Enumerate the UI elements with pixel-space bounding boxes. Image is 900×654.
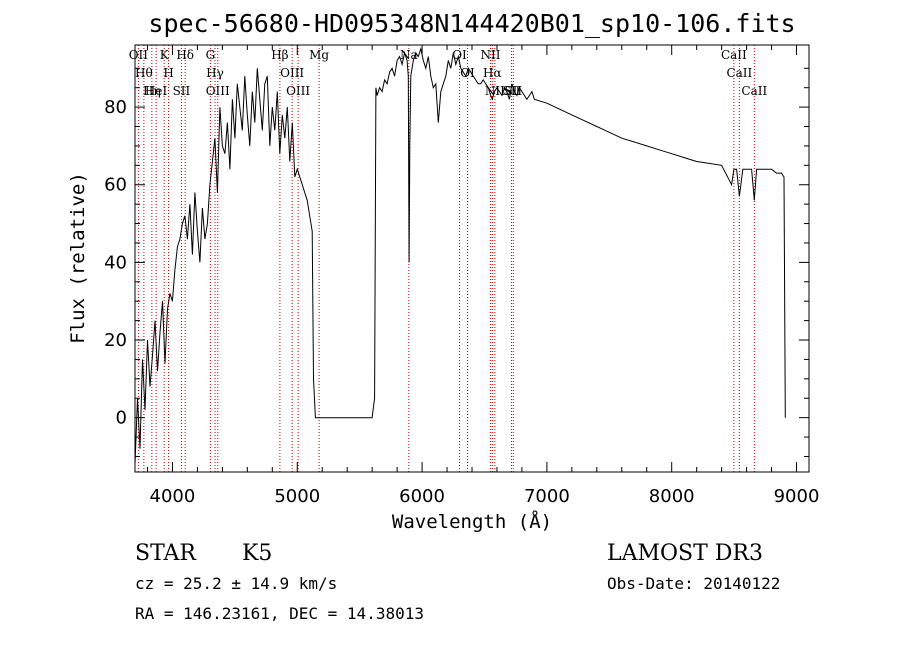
line-marker-label: OI bbox=[460, 66, 475, 80]
line-marker-label: SII bbox=[504, 84, 522, 98]
line-marker-label: OI bbox=[452, 48, 467, 62]
y-tick-label: 80 bbox=[104, 97, 127, 118]
line-marker-label: SII bbox=[173, 84, 191, 98]
x-tick-label: 9000 bbox=[774, 486, 820, 507]
survey-name: LAMOST DR3 bbox=[607, 541, 763, 566]
line-marker-label: OIII bbox=[206, 84, 230, 98]
y-tick-label: 60 bbox=[104, 175, 127, 196]
line-marker-label: CaII bbox=[726, 66, 752, 80]
y-tick-label: 0 bbox=[116, 408, 127, 429]
y-axis-ticks: 0 20 40 60 80 bbox=[104, 67, 809, 457]
object-class: STAR bbox=[135, 541, 197, 566]
line-marker-label: OIII bbox=[286, 84, 310, 98]
x-tick-label: 6000 bbox=[399, 486, 445, 507]
y-tick-label: 20 bbox=[104, 330, 127, 351]
x-tick-label: 5000 bbox=[274, 486, 320, 507]
obs-date: Obs-Date: 20140122 bbox=[607, 574, 780, 593]
y-axis-label: Flux (relative) bbox=[67, 172, 89, 344]
line-marker-label: CaII bbox=[721, 48, 747, 62]
redshift-cz: cz = 25.2 ± 14.9 km/s bbox=[135, 574, 337, 593]
line-marker-label: NII bbox=[480, 48, 500, 62]
line-marker-label: G bbox=[206, 48, 216, 62]
line-marker-label: Hβ bbox=[271, 48, 288, 62]
line-marker-group bbox=[137, 45, 755, 472]
x-tick-label: 8000 bbox=[649, 486, 695, 507]
line-marker-label: Hγ bbox=[206, 66, 224, 80]
line-marker-label: CaII bbox=[741, 84, 767, 98]
line-marker-label: H bbox=[163, 66, 173, 80]
y-tick-label: 40 bbox=[104, 252, 127, 273]
object-subclass: K5 bbox=[242, 541, 272, 566]
line-marker-label: Hα bbox=[483, 66, 502, 80]
x-axis-ticks: 4000 5000 6000 7000 8000 9000 bbox=[146, 45, 820, 507]
x-tick-label: 4000 bbox=[150, 486, 196, 507]
line-marker-label: Mg bbox=[309, 48, 329, 62]
line-marker-label: K bbox=[160, 48, 170, 62]
spectrum-series-line bbox=[134, 46, 786, 465]
chart-title: spec-56680-HD095348N144420B01_sp10-106.f… bbox=[148, 9, 795, 38]
line-marker-label: Hδ bbox=[176, 48, 194, 62]
line-marker-label: Hθ bbox=[135, 66, 153, 80]
line-marker-label: OIII bbox=[280, 66, 304, 80]
x-tick-label: 7000 bbox=[524, 486, 570, 507]
line-marker-label: OII bbox=[129, 48, 149, 62]
line-marker-label: HeI bbox=[145, 84, 168, 98]
line-marker-label: Hη bbox=[143, 84, 161, 98]
ra-dec-coords: RA = 146.23161, DEC = 14.38013 bbox=[135, 604, 424, 623]
x-axis-label: Wavelength (Å) bbox=[392, 510, 552, 533]
